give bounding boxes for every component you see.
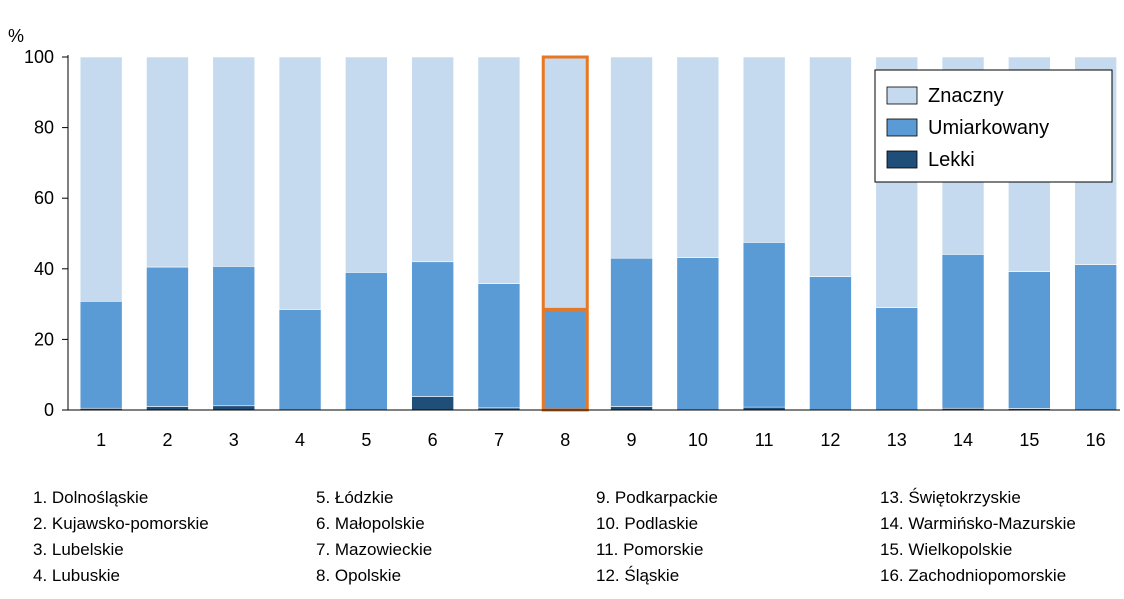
- x-tick-label-6: 6: [428, 430, 438, 450]
- region-key-item-13: 13. Świętokrzyskie: [880, 488, 1021, 507]
- bar-segment-znaczny-10: [676, 56, 720, 258]
- x-tick-label-1: 1: [96, 430, 106, 450]
- bar-segment-znaczny-9: [610, 56, 653, 259]
- legend-label-znaczny: Znaczny: [928, 85, 1004, 107]
- bar-segment-znaczny-4: [278, 56, 322, 310]
- x-tick-label-10: 10: [688, 430, 708, 450]
- region-key-item-4: 4. Lubuskie: [33, 566, 120, 585]
- bar-segment-umiarkowany-2: [146, 266, 189, 407]
- bar-segment-umiarkowany-9: [610, 257, 653, 407]
- bar-segment-umiarkowany-15: [1008, 271, 1051, 409]
- bar-segment-umiarkowany-13: [875, 307, 919, 411]
- bar-segment-umiarkowany-8: [543, 309, 587, 411]
- x-tick-label-3: 3: [229, 430, 239, 450]
- region-key-item-7: 7. Mazowieckie: [316, 540, 433, 559]
- bar-segment-umiarkowany-11: [742, 242, 786, 408]
- x-tick-label-11: 11: [755, 430, 774, 450]
- region-key-item-15: 15. Wielkopolskie: [880, 540, 1013, 559]
- x-tick-label-8: 8: [560, 430, 570, 450]
- region-key-item-10: 10. Podlaskie: [596, 514, 699, 533]
- y-tick-label-80: 80: [34, 118, 54, 138]
- legend-swatch-umiarkowany: [886, 118, 918, 137]
- bar-segment-znaczny-11: [742, 56, 786, 243]
- bar-segment-umiarkowany-1: [79, 300, 123, 409]
- region-key-item-1: 1. Dolnośląskie: [33, 488, 149, 507]
- legend: Znaczny Umiarkowany Lekki: [874, 69, 1113, 183]
- bar-segment-lekki-2: [146, 406, 189, 411]
- y-axis: 0 20 40 60 80 100: [24, 47, 69, 420]
- bar-segment-umiarkowany-3: [212, 266, 256, 407]
- x-tick-label-15: 15: [1019, 430, 1039, 450]
- y-tick-label-40: 40: [34, 259, 54, 279]
- x-tick-label-13: 13: [887, 430, 907, 450]
- region-key-item-12: 12. Śląskie: [596, 566, 680, 585]
- bar-segment-znaczny-1: [79, 56, 123, 302]
- y-axis-unit-label: %: [8, 26, 24, 46]
- x-tick-label-16: 16: [1086, 430, 1106, 450]
- bar-segment-znaczny-2: [146, 56, 189, 268]
- legend-swatch-znaczny: [886, 86, 918, 105]
- bar-segment-umiarkowany-5: [345, 272, 388, 411]
- region-key-item-11: 11. Pomorskie: [596, 540, 704, 559]
- bar-segment-znaczny-8: [543, 56, 587, 310]
- bar-segment-umiarkowany-7: [477, 283, 521, 409]
- x-tick-label-14: 14: [953, 430, 973, 450]
- bar-segment-umiarkowany-14: [941, 254, 985, 409]
- bar-segment-lekki-3: [212, 405, 256, 411]
- bar-segment-umiarkowany-4: [278, 309, 322, 411]
- bar-segment-znaczny-5: [345, 56, 388, 273]
- x-tick-label-7: 7: [494, 430, 504, 450]
- bars-layer: [79, 55, 1117, 412]
- region-key-item-14: 14. Warmińsko-Mazurskie: [880, 514, 1076, 533]
- region-key-item-9: 9. Podkarpackie: [596, 488, 718, 507]
- legend-label-lekki: Lekki: [928, 149, 975, 171]
- y-tick-label-0: 0: [44, 400, 54, 420]
- legend-swatch-lekki: [886, 150, 918, 169]
- x-tick-label-5: 5: [361, 430, 371, 450]
- bar-segment-umiarkowany-6: [411, 261, 454, 397]
- x-tick-label-12: 12: [820, 430, 840, 450]
- y-tick-label-60: 60: [34, 188, 54, 208]
- bar-segment-znaczny-12: [809, 56, 852, 277]
- bar-segment-umiarkowany-16: [1074, 264, 1117, 411]
- bar-segment-znaczny-7: [477, 56, 521, 284]
- y-tick-label-20: 20: [34, 329, 54, 349]
- region-key-item-3: 3. Lubelskie: [33, 540, 124, 559]
- y-tick-label-100: 100: [24, 47, 54, 67]
- bar-segment-umiarkowany-10: [676, 257, 720, 411]
- region-key-item-16: 16. Zachodniopomorskie: [880, 566, 1067, 585]
- bar-segment-znaczny-3: [212, 56, 256, 267]
- bar-segment-umiarkowany-12: [809, 276, 852, 411]
- region-key-item-2: 2. Kujawsko-pomorskie: [33, 514, 209, 533]
- region-key-item-5: 5. Łódzkie: [316, 488, 394, 507]
- region-key-item-6: 6. Małopolskie: [316, 514, 425, 533]
- x-tick-label-4: 4: [295, 430, 305, 450]
- x-tick-label-2: 2: [162, 430, 172, 450]
- region-key-item-8: 8. Opolskie: [316, 566, 402, 585]
- bar-segment-znaczny-6: [411, 56, 454, 263]
- bar-segment-lekki-6: [411, 396, 454, 411]
- x-tick-label-9: 9: [627, 430, 637, 450]
- x-axis: 1 2 3 4 5 6 7 8 9 10 11 12 13 14 15 16: [68, 409, 1120, 450]
- legend-label-umiarkowany: Umiarkowany: [928, 117, 1049, 139]
- bar-segment-lekki-9: [610, 406, 653, 411]
